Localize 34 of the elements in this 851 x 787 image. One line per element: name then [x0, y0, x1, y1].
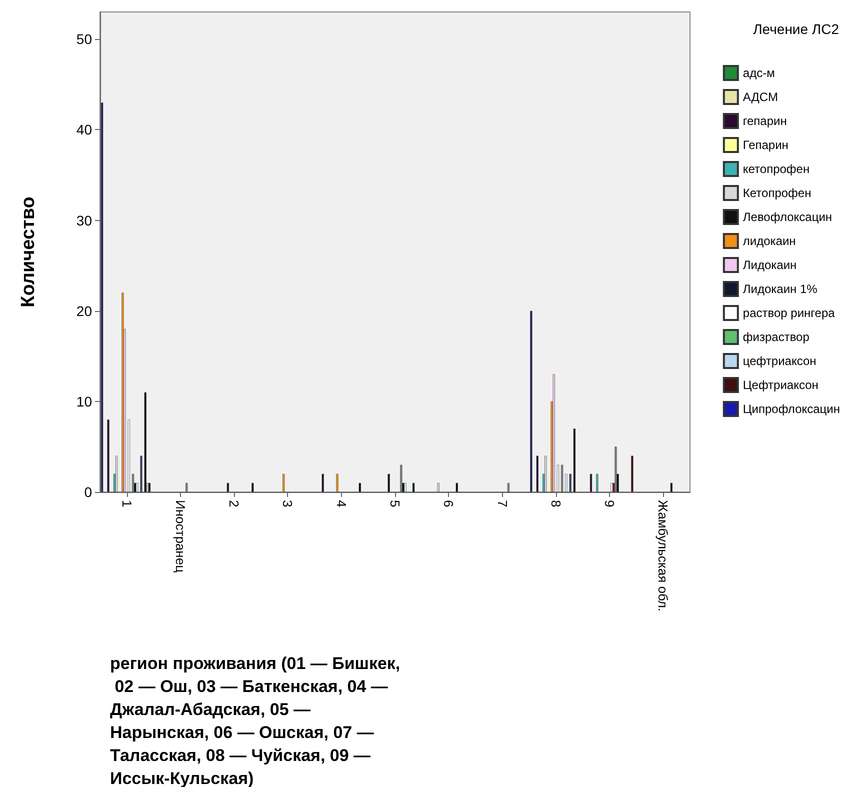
legend-label: Цефтриаксон: [742, 378, 818, 392]
legend-label: Левофлоксацин: [742, 210, 832, 224]
x-tick-label: Иностранец: [172, 500, 188, 574]
legend-label: АДСМ: [742, 90, 778, 104]
legend-label: лидокаин: [742, 234, 796, 248]
legend-label: цефтриаксон: [742, 354, 816, 368]
x-tick-label: 3: [280, 500, 296, 508]
y-tick-label: 0: [84, 484, 92, 500]
legend-label: Гепарин: [742, 138, 788, 152]
x-tick-label: 6: [441, 500, 456, 508]
legend-label: раствор рингера: [742, 306, 836, 320]
legend-label: физраствор: [742, 330, 810, 344]
x-tick-label: 1: [119, 500, 134, 508]
legend-label: адс-м: [742, 66, 775, 80]
x-tick-label: 9: [602, 500, 618, 508]
legend-label: гепарин: [742, 114, 787, 128]
legend-label: Ципрофлоксацин: [742, 402, 840, 416]
y-tick-label: 50: [76, 31, 92, 48]
legend-title: Лечение ЛС2: [753, 21, 840, 37]
x-tick-label: 8: [548, 500, 564, 508]
x-tick-label: 2: [226, 500, 242, 508]
legend-label: Лидокаин 1%: [742, 282, 818, 296]
y-tick-label: 20: [76, 302, 92, 319]
x-tick-label: 4: [334, 500, 349, 508]
legend-label: кетопрофен: [742, 162, 810, 176]
y-tick-label: 40: [76, 122, 92, 138]
x-tick-label: Жамбульская обл.: [656, 500, 671, 612]
legend-label: Кетопрофен: [742, 186, 812, 200]
y-tick-label: 10: [76, 393, 92, 410]
x-tick-label: 7: [494, 500, 510, 508]
y-tick-label: 30: [76, 212, 92, 228]
y-axis-title: Количество: [18, 196, 39, 308]
x-tick-label: 5: [388, 500, 402, 508]
legend-label: Лидокаин: [742, 258, 797, 272]
